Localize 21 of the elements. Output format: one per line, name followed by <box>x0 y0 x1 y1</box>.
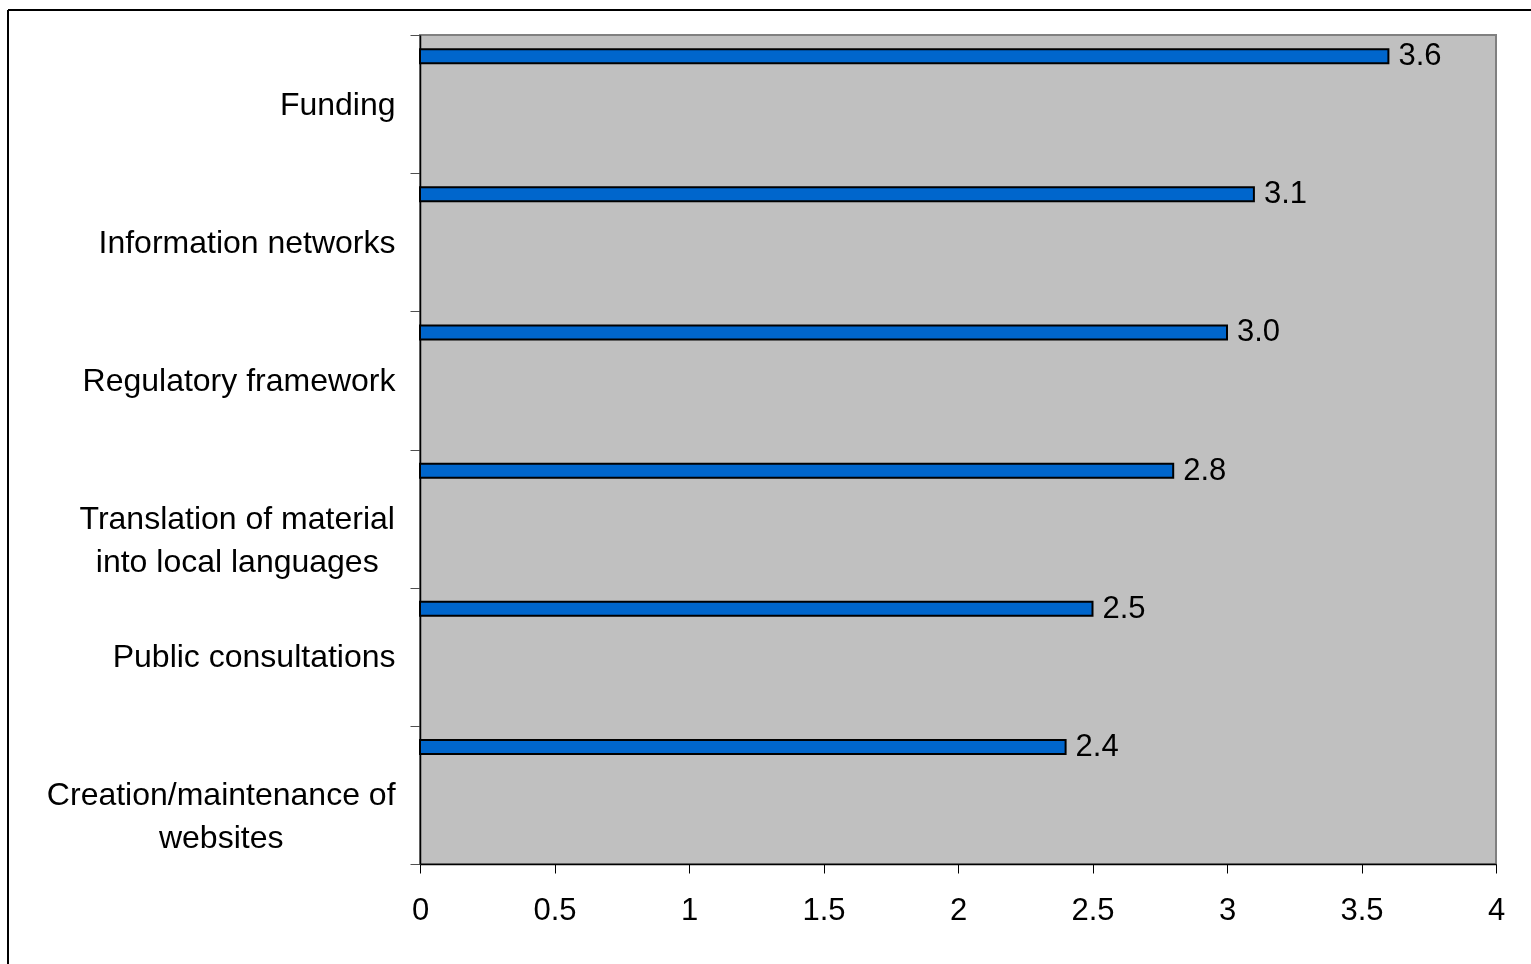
x-tick-label: 3.5 <box>1340 891 1384 927</box>
data-label: 3.1 <box>1263 175 1308 211</box>
x-tick-label: 1.5 <box>802 891 846 927</box>
y-tick-label: Creation/maintenance of websites <box>46 776 396 856</box>
x-tick-label: 2.5 <box>1071 891 1115 927</box>
data-label: 3.0 <box>1237 313 1281 349</box>
data-label: 3.6 <box>1398 37 1442 73</box>
data-label: 2.8 <box>1183 451 1227 487</box>
x-tick-label: 0.5 <box>533 891 577 927</box>
data-label: 2.4 <box>1075 727 1119 763</box>
data-label: 2.5 <box>1102 589 1146 625</box>
x-tick-label: 2 <box>949 891 968 927</box>
y-tick-label: Translation of material into local languages <box>79 500 395 580</box>
y-tick-label: Funding <box>279 85 396 122</box>
y-tick-label: Regulatory framework <box>82 361 397 398</box>
y-tick-label: Public consultations <box>112 638 396 675</box>
x-tick-label: 0 <box>411 891 430 927</box>
x-tick-label: 3 <box>1218 891 1237 927</box>
y-tick-label: Information networks <box>98 223 396 260</box>
x-tick-label: 4 <box>1487 891 1506 927</box>
x-tick-label: 1 <box>680 891 699 927</box>
